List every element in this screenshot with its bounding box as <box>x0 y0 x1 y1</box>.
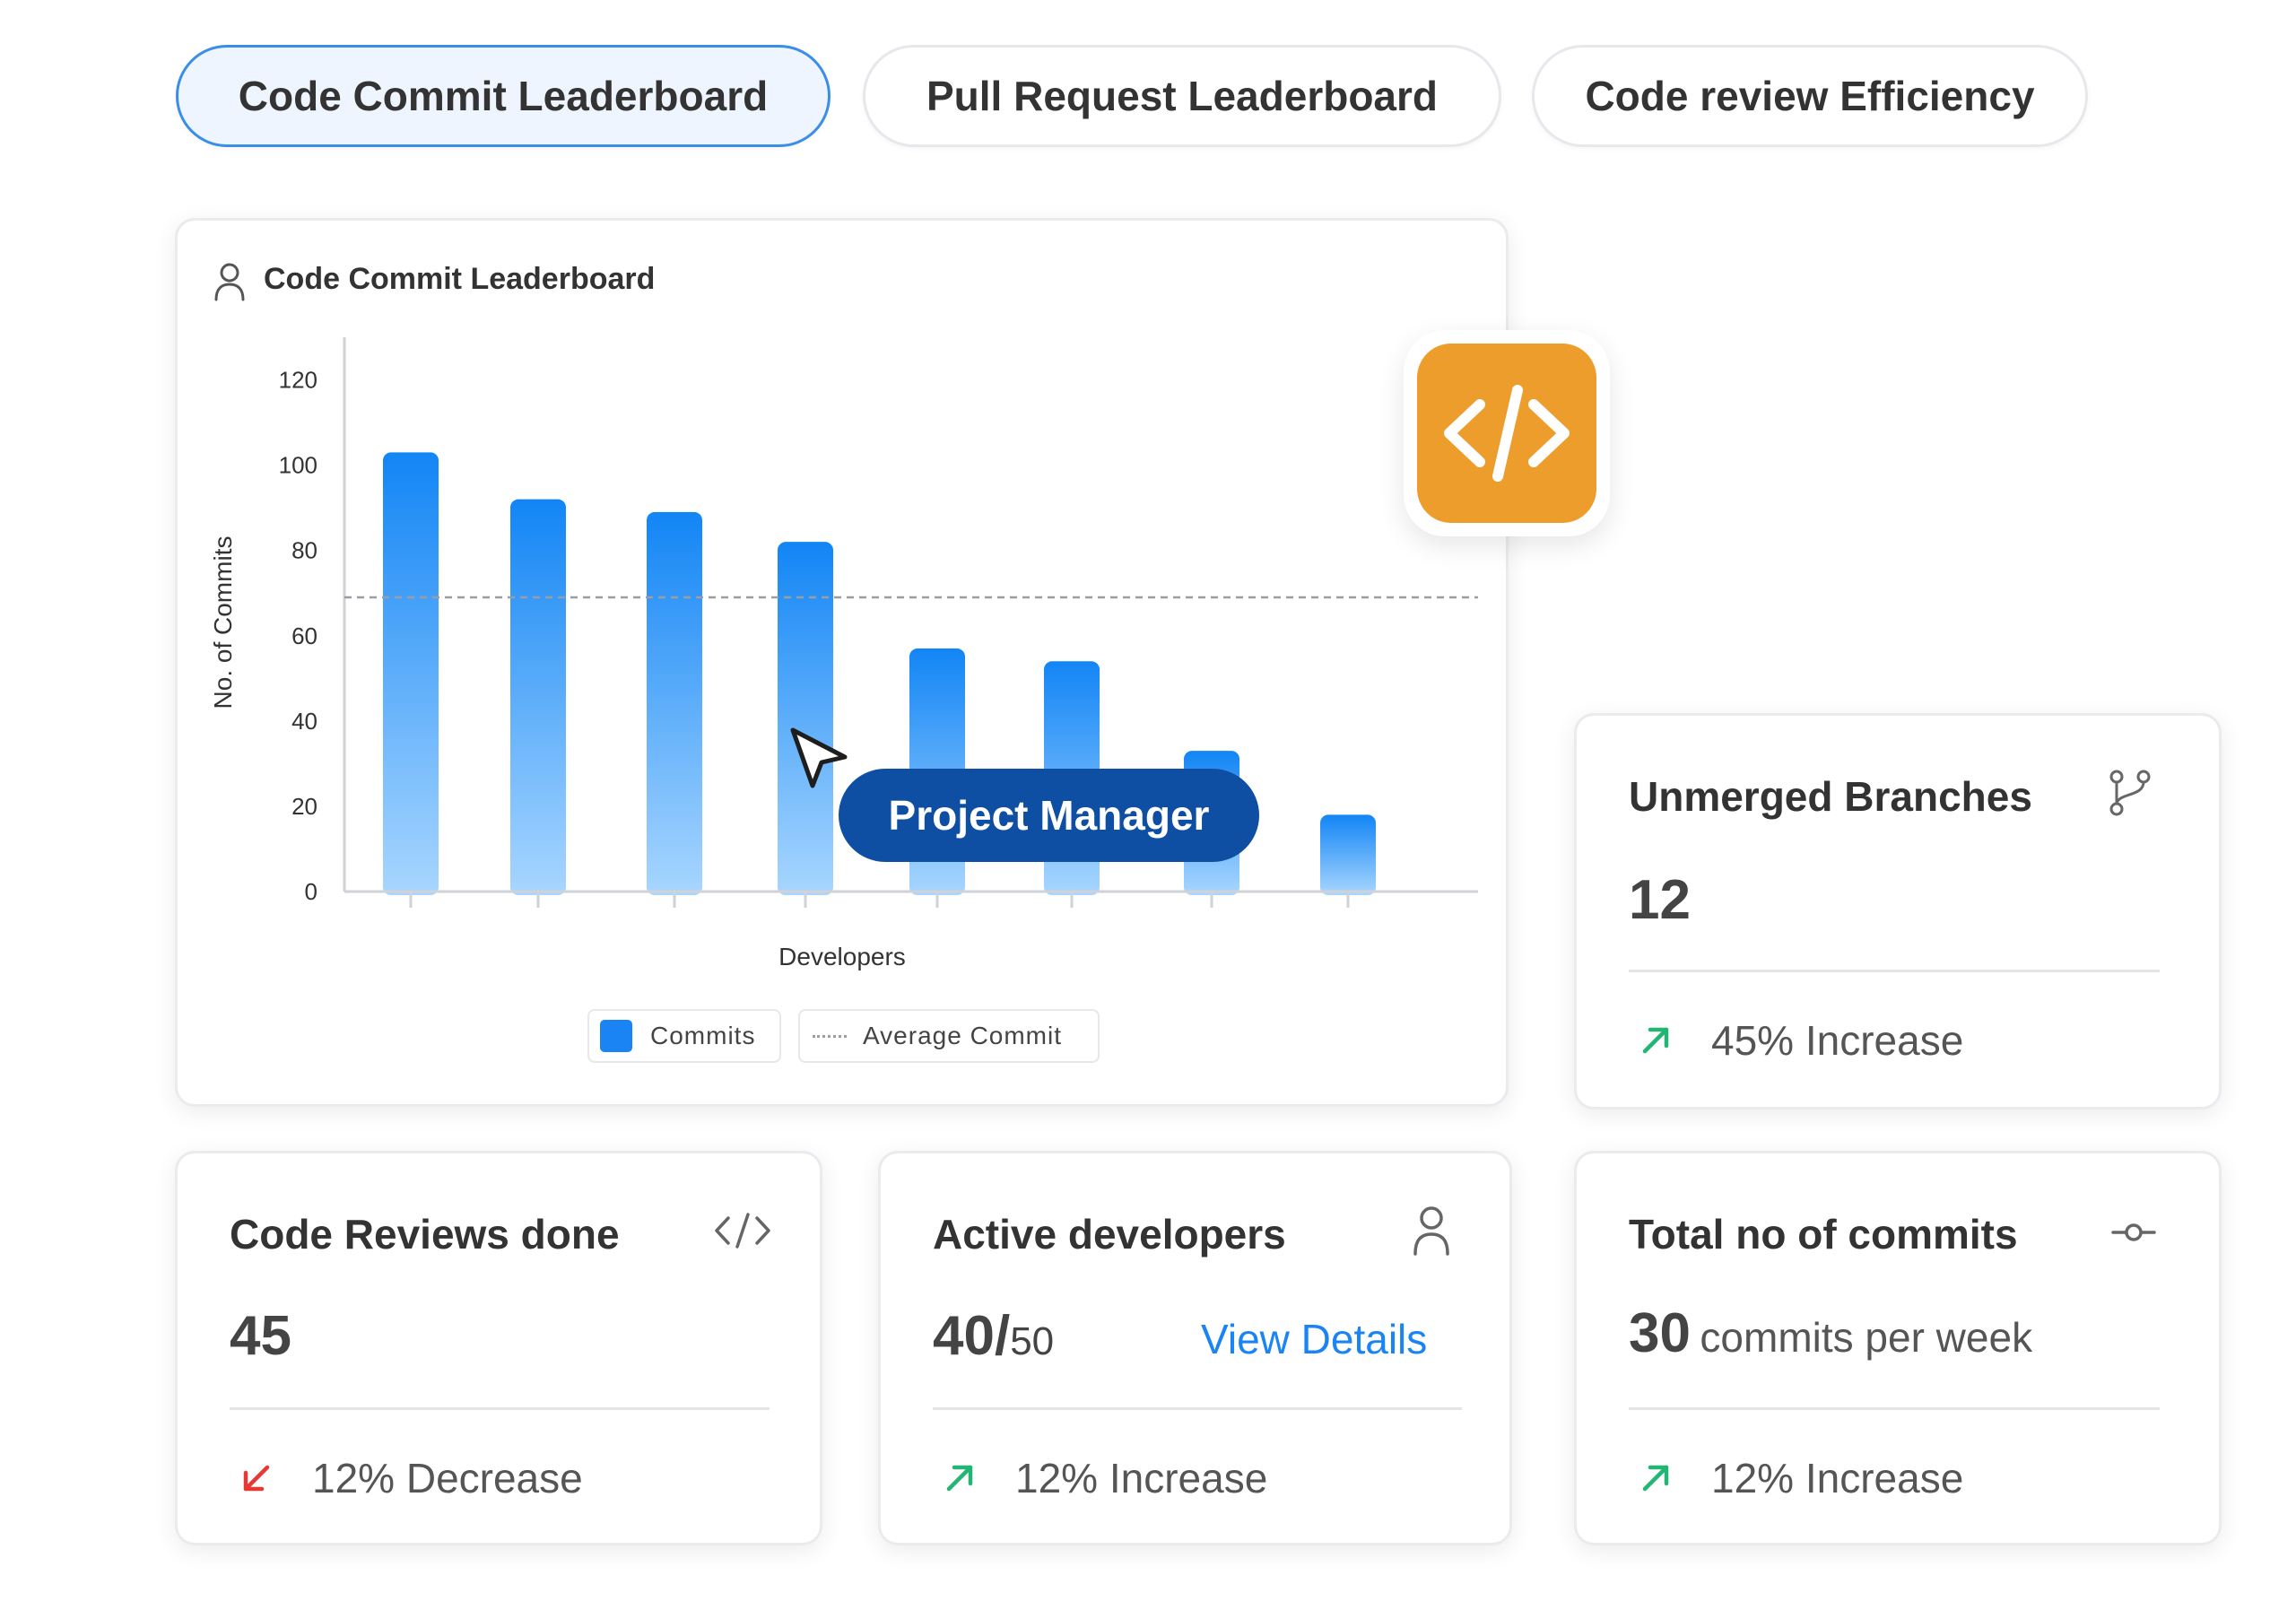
view-details-link[interactable]: View Details <box>1201 1316 1428 1362</box>
y-tick-label: 20 <box>291 793 317 820</box>
total-commits-card: Total no of commits 30 commits per week … <box>1574 1151 2222 1545</box>
increase-arrow-icon <box>1642 1027 1669 1054</box>
commit-bar-chart: 0 20 40 60 80 100 120 No. of Commits Developer… <box>209 337 1478 970</box>
commits-swatch <box>600 1020 632 1052</box>
legend-average-label: Average Commit <box>863 1022 1063 1049</box>
y-tick-label: 80 <box>291 537 317 564</box>
active-developers-card: Active developers 40/50 View Details 12%… <box>878 1151 1512 1545</box>
code-reviews-card: Code Reviews done 45 12% Decrease <box>175 1151 822 1545</box>
decrease-arrow-icon <box>243 1465 270 1492</box>
code-badge <box>1404 330 1610 536</box>
commit-bar[interactable] <box>1320 814 1376 895</box>
commit-bar[interactable] <box>647 511 702 895</box>
code-badge-tile <box>1417 344 1596 523</box>
divider <box>933 1407 1462 1410</box>
code-icon <box>715 1213 770 1249</box>
increase-arrow-icon <box>946 1465 973 1492</box>
unmerged-branches-change: 45% Increase <box>1711 1017 1964 1064</box>
tooltip-project-manager: Project Manager <box>839 769 1259 862</box>
user-icon <box>214 263 245 301</box>
active-developers-value: 40/50 <box>933 1304 1054 1368</box>
code-brackets-icon <box>1444 385 1570 482</box>
unmerged-branches-card: Unmerged Branches 12 45% Increase <box>1574 713 2222 1110</box>
unmerged-branches-value: 12 <box>1629 869 1691 931</box>
active-developers-change: 12% Increase <box>1015 1455 1268 1501</box>
unmerged-branches-title: Unmerged Branches <box>1629 773 2032 820</box>
leaderboard-title: Code Commit Leaderboard <box>264 262 656 296</box>
commits-unit: commits per week <box>1700 1314 2033 1361</box>
divider <box>1629 970 2160 972</box>
git-branch-icon <box>2109 770 2151 816</box>
leaderboard-card: Code Commit Leaderboard 0 20 40 60 80 100 120 … <box>175 218 1509 1107</box>
commit-bar[interactable] <box>383 452 439 895</box>
commit-bar[interactable] <box>510 499 566 895</box>
legend-commits[interactable]: Commits <box>587 1009 781 1063</box>
active-developers-title: Active developers <box>933 1211 1286 1258</box>
y-tick-label: 120 <box>279 367 317 394</box>
y-axis-label: No. of Commits <box>209 536 237 709</box>
y-tick-label: 0 <box>305 878 317 905</box>
average-swatch <box>813 1034 847 1038</box>
y-tick-label: 40 <box>291 708 317 735</box>
increase-arrow-icon <box>1642 1465 1669 1492</box>
legend-commits-label: Commits <box>650 1022 756 1049</box>
tab-code-review-efficiency[interactable]: Code review Efficiency <box>1532 45 2088 147</box>
tab-code-commit-leaderboard[interactable]: Code Commit Leaderboard <box>176 45 831 147</box>
cursor-arrow-icon <box>790 727 848 788</box>
legend-average-commit[interactable]: Average Commit <box>798 1009 1100 1063</box>
user-icon <box>1413 1206 1449 1256</box>
git-commit-icon <box>2111 1223 2156 1241</box>
y-tick-label: 100 <box>279 452 317 479</box>
y-tick-label: 60 <box>291 622 317 649</box>
total-commits-change: 12% Increase <box>1711 1455 1964 1501</box>
active-count: 40/ <box>933 1305 1011 1367</box>
divider <box>230 1407 770 1410</box>
total-commits-title: Total no of commits <box>1629 1211 2018 1258</box>
x-axis-label: Developers <box>778 943 906 970</box>
active-total: 50 <box>1010 1319 1055 1363</box>
commits-count: 30 <box>1629 1302 1691 1364</box>
code-reviews-value: 45 <box>230 1305 291 1367</box>
commit-bar[interactable] <box>778 542 833 895</box>
code-reviews-title: Code Reviews done <box>230 1211 620 1258</box>
code-reviews-change: 12% Decrease <box>312 1455 583 1501</box>
divider <box>1629 1407 2160 1410</box>
total-commits-value: 30 commits per week <box>1629 1301 2032 1365</box>
tab-pull-request-leaderboard[interactable]: Pull Request Leaderboard <box>863 45 1501 147</box>
